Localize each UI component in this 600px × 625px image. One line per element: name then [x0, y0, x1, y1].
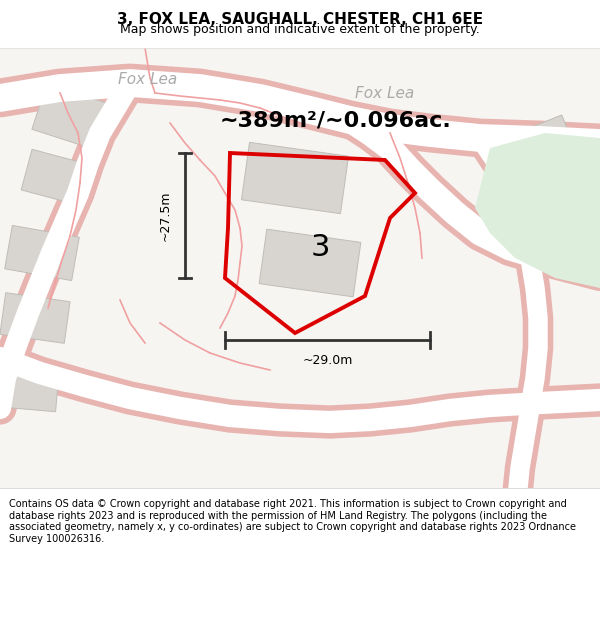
Bar [21, 149, 95, 207]
Bar [32, 84, 118, 152]
Text: Map shows position and indicative extent of the property.: Map shows position and indicative extent… [120, 23, 480, 36]
Bar [0, 364, 59, 412]
Text: Contains OS data © Crown copyright and database right 2021. This information is : Contains OS data © Crown copyright and d… [9, 499, 576, 544]
Text: ~29.0m: ~29.0m [302, 354, 353, 367]
Text: ~27.5m: ~27.5m [158, 190, 172, 241]
Text: Fox Lea: Fox Lea [118, 72, 177, 88]
Text: 3: 3 [310, 234, 330, 262]
Bar [538, 170, 600, 226]
Text: ~389m²/~0.096ac.: ~389m²/~0.096ac. [219, 110, 451, 130]
Bar [259, 229, 361, 297]
Polygon shape [475, 133, 600, 288]
Bar [241, 142, 349, 214]
Text: 3, FOX LEA, SAUGHALL, CHESTER, CH1 6EE: 3, FOX LEA, SAUGHALL, CHESTER, CH1 6EE [117, 12, 483, 27]
Text: Fox Lea: Fox Lea [355, 86, 414, 101]
Bar [0, 292, 70, 343]
Bar [5, 226, 79, 281]
Bar [502, 115, 578, 181]
Polygon shape [0, 48, 600, 488]
